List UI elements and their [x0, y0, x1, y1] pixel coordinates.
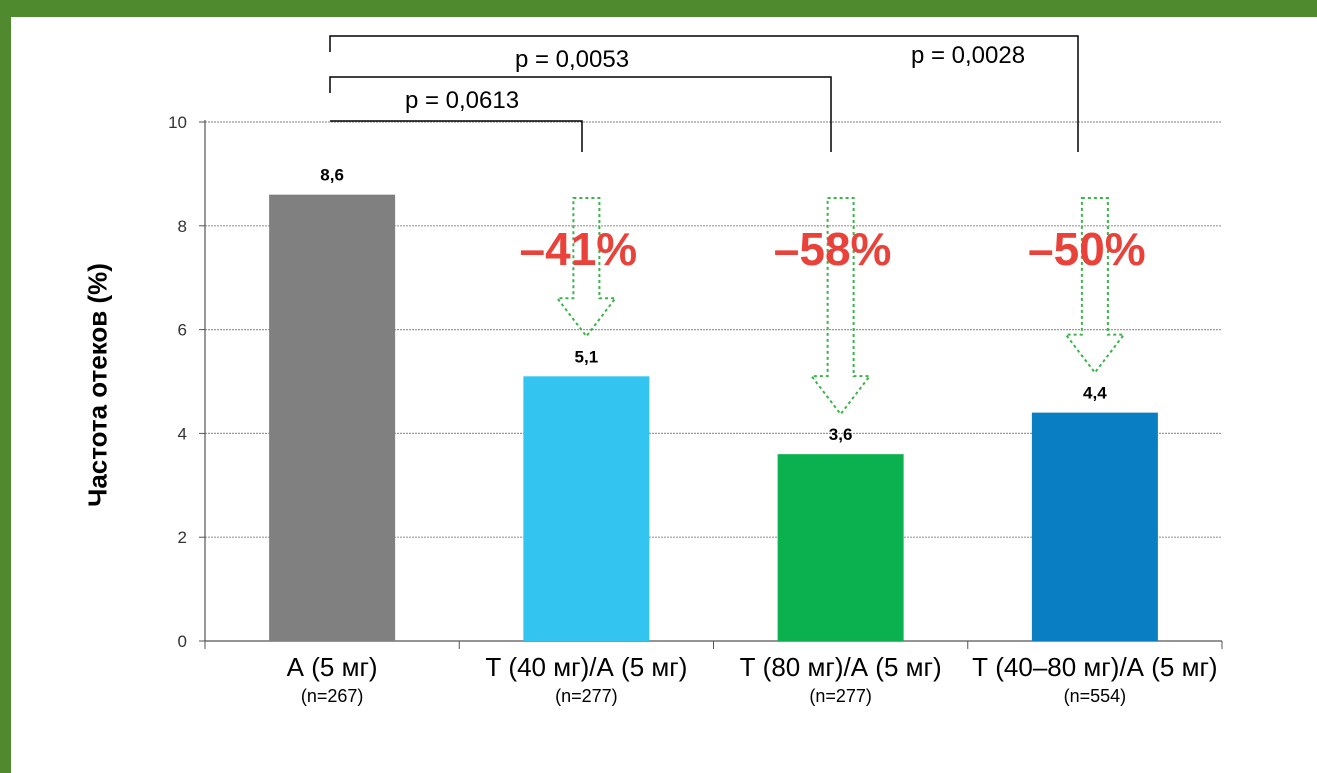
significance-bracket — [329, 35, 1079, 152]
significance-bracket — [329, 76, 832, 152]
bar — [1031, 412, 1158, 641]
significance-bracket — [330, 120, 583, 152]
x-category-label: А (5 мг) — [287, 652, 378, 682]
bar — [269, 194, 396, 641]
y-tick-label: 6 — [178, 321, 187, 340]
reduction-arrow — [1063, 197, 1126, 375]
y-tick-label: 4 — [178, 424, 187, 443]
x-category-n-label: (n=554) — [1064, 686, 1127, 706]
bar-value-label: 5,1 — [575, 347, 599, 366]
y-tick-label: 0 — [178, 632, 187, 651]
reduction-label: –58% — [774, 223, 892, 275]
reduction-label: –41% — [520, 223, 638, 275]
frame-left-border — [0, 0, 11, 773]
bar-value-label: 4,4 — [1083, 384, 1107, 403]
y-axis-label: Частота отеков (%) — [82, 263, 113, 507]
y-tick-label: 10 — [168, 113, 187, 132]
p-value-label: p = 0,0028 — [911, 42, 1025, 69]
x-category-n-label: (n=267) — [301, 686, 364, 706]
p-value-label: p = 0,0053 — [515, 46, 629, 73]
x-category-n-label: (n=277) — [809, 686, 872, 706]
reduction-arrow — [809, 197, 872, 416]
reduction-label: –50% — [1028, 223, 1146, 275]
x-category-label: Т (80 мг)/А (5 мг) — [740, 652, 942, 682]
p-value-label: p = 0,0613 — [405, 87, 519, 114]
y-tick-label: 8 — [178, 217, 187, 236]
bar-value-label: 3,6 — [829, 425, 853, 444]
x-category-n-label: (n=277) — [555, 686, 618, 706]
bar — [523, 376, 650, 641]
reduction-arrow — [555, 197, 618, 338]
bar — [777, 454, 904, 641]
bar-value-label: 8,6 — [320, 166, 344, 185]
x-category-label: Т (40–80 мг)/А (5 мг) — [972, 652, 1217, 682]
x-category-label: Т (40 мг)/А (5 мг) — [485, 652, 687, 682]
y-tick-label: 2 — [178, 528, 187, 547]
frame-top-border — [0, 0, 1317, 17]
